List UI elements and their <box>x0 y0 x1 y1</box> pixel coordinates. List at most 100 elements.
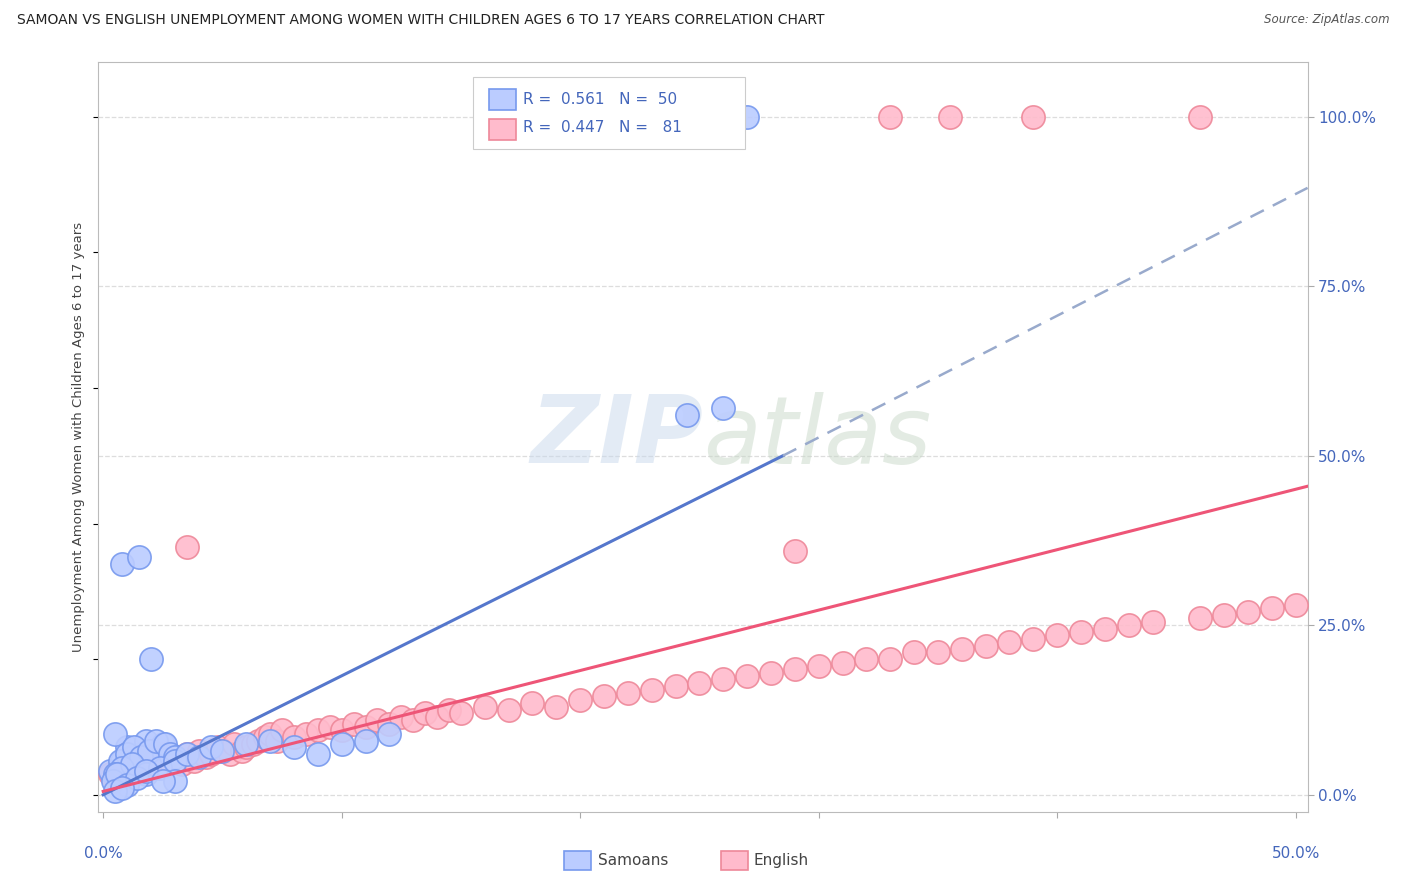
Point <box>974 639 997 653</box>
Text: Source: ZipAtlas.com: Source: ZipAtlas.com <box>1264 13 1389 27</box>
Point <box>807 659 830 673</box>
Point <box>128 757 150 772</box>
Y-axis label: Unemployment Among Women with Children Ages 6 to 17 years: Unemployment Among Women with Children A… <box>72 222 86 652</box>
Point <box>111 761 134 775</box>
Point <box>115 740 138 755</box>
Point <box>104 771 127 785</box>
Point <box>546 699 568 714</box>
Point <box>283 730 305 744</box>
Text: atlas: atlas <box>703 392 931 483</box>
Point <box>111 558 134 572</box>
Point <box>295 727 318 741</box>
Point <box>121 750 143 764</box>
Point <box>664 679 686 693</box>
Point <box>378 727 401 741</box>
Point <box>247 733 270 747</box>
Bar <box>489 88 516 110</box>
Point <box>231 744 253 758</box>
Point <box>676 408 699 422</box>
Point <box>176 747 198 761</box>
Point <box>159 754 181 768</box>
Point <box>138 744 160 758</box>
Point <box>200 747 222 761</box>
Point <box>735 110 758 124</box>
Point <box>522 696 544 710</box>
Text: 50.0%: 50.0% <box>1271 846 1320 861</box>
Point <box>145 747 167 761</box>
Point <box>121 757 143 772</box>
Bar <box>489 119 516 140</box>
Point <box>131 750 153 764</box>
Point <box>641 682 664 697</box>
Point <box>211 744 233 758</box>
Point <box>735 669 758 683</box>
Point <box>152 774 174 789</box>
Point <box>366 713 388 727</box>
Point <box>342 716 364 731</box>
Point <box>879 652 901 666</box>
Point <box>111 754 134 768</box>
Point <box>330 723 353 738</box>
Point <box>1237 605 1260 619</box>
Point <box>139 750 162 764</box>
Point <box>145 733 167 747</box>
Point <box>1285 598 1308 612</box>
Point <box>1189 611 1212 625</box>
Point <box>139 744 162 758</box>
Text: R =  0.447   N =   81: R = 0.447 N = 81 <box>523 120 682 135</box>
Point <box>271 723 294 738</box>
Text: English: English <box>754 853 808 868</box>
Point <box>1189 110 1212 124</box>
Point <box>319 720 342 734</box>
Point <box>1118 618 1140 632</box>
Text: 0.0%: 0.0% <box>84 846 122 861</box>
Point <box>569 693 592 707</box>
Point <box>1142 615 1164 629</box>
Point <box>242 737 264 751</box>
Point <box>163 754 186 768</box>
Point <box>104 784 127 798</box>
Point <box>139 652 162 666</box>
Point <box>330 737 353 751</box>
Point <box>176 747 198 761</box>
Point <box>1046 628 1069 642</box>
Point <box>498 703 520 717</box>
Point <box>617 686 640 700</box>
Point <box>450 706 472 721</box>
Point <box>104 727 127 741</box>
Point <box>283 740 305 755</box>
Point <box>163 750 186 764</box>
Point <box>711 401 734 416</box>
Point <box>152 737 174 751</box>
Point <box>700 110 723 124</box>
Point <box>149 761 172 775</box>
Point <box>235 737 257 751</box>
Point <box>107 767 129 781</box>
Point <box>783 662 806 676</box>
Point <box>413 706 436 721</box>
Point <box>855 652 877 666</box>
Point <box>939 110 962 124</box>
Point <box>122 740 145 755</box>
Point <box>593 690 616 704</box>
Point <box>115 747 138 761</box>
Point <box>194 750 217 764</box>
Point <box>128 550 150 565</box>
Point <box>259 733 281 747</box>
Text: ZIP: ZIP <box>530 391 703 483</box>
Point <box>163 774 186 789</box>
Point <box>218 747 240 761</box>
Text: SAMOAN VS ENGLISH UNEMPLOYMENT AMONG WOMEN WITH CHILDREN AGES 6 TO 17 YEARS CORR: SAMOAN VS ENGLISH UNEMPLOYMENT AMONG WOM… <box>17 13 824 28</box>
Point <box>759 665 782 680</box>
Point <box>176 541 198 555</box>
Point <box>950 642 973 657</box>
Point <box>688 676 710 690</box>
Point <box>152 747 174 761</box>
Point <box>998 635 1021 649</box>
Point <box>125 771 148 785</box>
Point <box>927 645 949 659</box>
Bar <box>721 851 748 870</box>
Point <box>389 710 412 724</box>
Point <box>1261 601 1284 615</box>
Point <box>111 761 134 775</box>
